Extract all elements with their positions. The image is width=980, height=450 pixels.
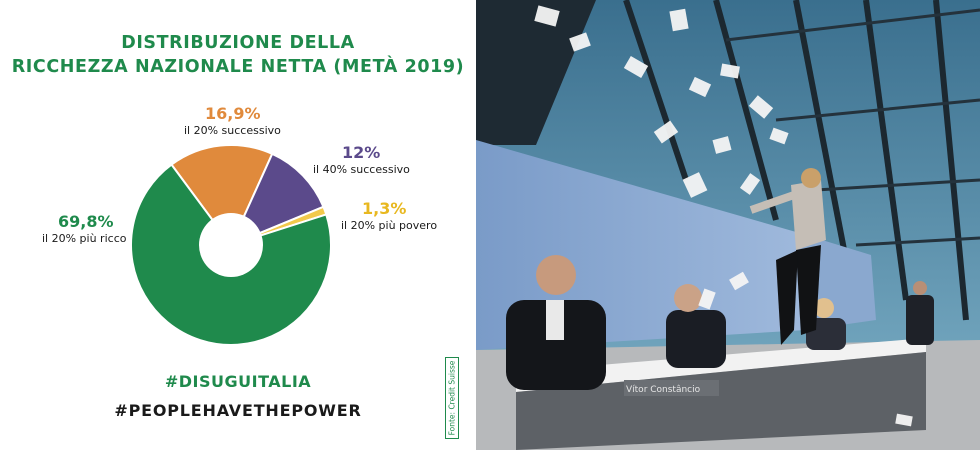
slice-value-next-40: 12% <box>342 143 381 162</box>
slice-next-40 <box>229 152 325 247</box>
slice-label-top-next-20: il 20% successivo <box>184 124 281 137</box>
slice-label-richest-20: il 20% più ricco <box>42 232 127 245</box>
chart-title-line1: DISTRIBUZIONE DELLA <box>121 33 355 53</box>
slice-label-next-40: il 40% successivo <box>313 163 410 176</box>
hashtag-peoplehavethepower: #PEOPLEHAVETHEPOWER <box>114 401 362 420</box>
press-conference-photo: Vítor Constâncio <box>476 0 980 450</box>
infographic-panel: DISTRIBUZIONE DELLA RICCHEZZA NAZIONALE … <box>0 0 476 450</box>
nameplate-text: Vítor Constâncio <box>626 385 701 395</box>
slice-next-20 <box>170 144 274 247</box>
source-credit: Fonte: Credit Suisse <box>445 357 459 439</box>
chart-title-line2: RICCHEZZA NAZIONALE NETTA (METÀ 2019) <box>11 57 465 77</box>
slice-value-poorest-20: 1,3% <box>362 199 407 218</box>
slice-value-richest-20: 69,8% <box>58 212 114 231</box>
pie-center-hole <box>199 213 263 277</box>
slice-label-poorest-20: il 20% più povero <box>341 219 438 232</box>
slice-value-top-next-20: 16,9% <box>205 104 261 123</box>
source-text: Fonte: Credit Suisse <box>447 360 457 436</box>
hashtag-disuguitalia: #DISUGUITALIA <box>164 372 312 391</box>
pie-chart <box>130 144 332 346</box>
